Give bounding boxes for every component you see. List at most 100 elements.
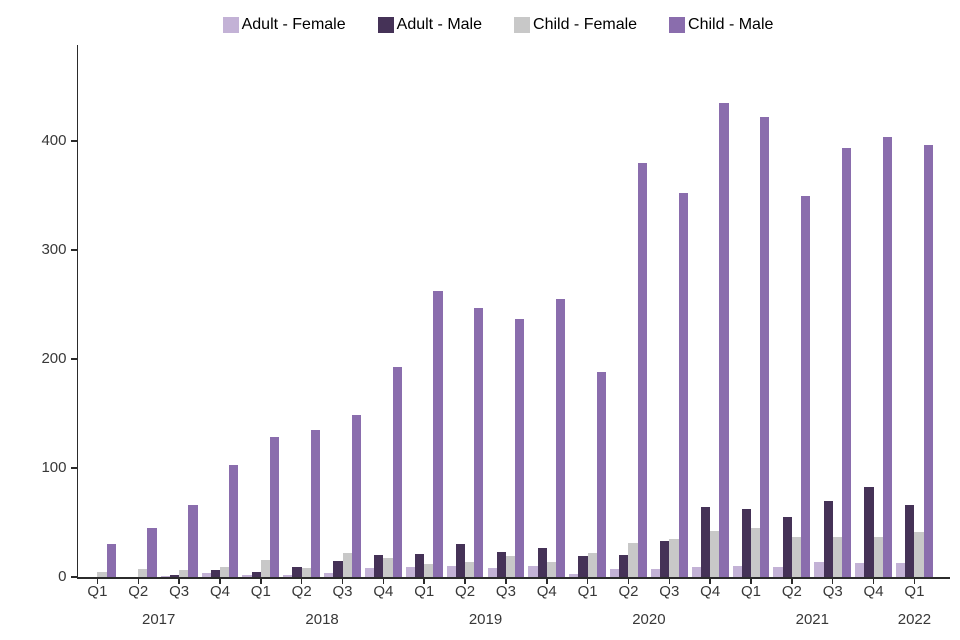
- bar-child-female-9: [465, 561, 475, 577]
- x-tick-19: [872, 578, 875, 584]
- bar-adult-male-4: [251, 571, 261, 577]
- x-tick-9: [464, 578, 466, 584]
- x-tick-label-19: Q4: [863, 583, 884, 600]
- x-tick-label-6: Q3: [332, 583, 353, 600]
- bar-adult-female-16: [732, 566, 742, 577]
- bar-child-female-14: [669, 538, 679, 577]
- bar-child-female-18: [832, 536, 842, 577]
- legend-swatch-child-male: [669, 17, 686, 33]
- x-tick-10: [505, 578, 507, 584]
- bar-adult-male-10: [496, 551, 506, 577]
- bar-adult-female-6: [324, 572, 334, 577]
- x-tick-17: [791, 578, 793, 584]
- year-label-2020: 2020: [632, 611, 666, 628]
- x-tick-label-8: Q1: [414, 583, 435, 600]
- x-tick-label-17: Q2: [781, 583, 802, 600]
- year-label-2018: 2018: [305, 611, 339, 628]
- bar-adult-female-13: [610, 569, 620, 577]
- year-label-2021: 2021: [795, 611, 829, 628]
- bar-child-male-2: [188, 505, 198, 577]
- x-tick-label-5: Q2: [291, 583, 312, 600]
- bar-adult-male-8: [415, 554, 425, 577]
- bar-adult-female-9: [446, 566, 456, 577]
- x-tick-label-2: Q3: [169, 583, 190, 600]
- x-tick-18: [831, 578, 834, 584]
- x-tick-2: [178, 578, 180, 584]
- y-tick-400: [70, 140, 77, 142]
- x-tick-6: [341, 578, 344, 584]
- bar-adult-male-6: [333, 560, 343, 577]
- bar-child-female-12: [587, 553, 597, 577]
- x-tick-label-16: Q1: [741, 583, 762, 600]
- year-label-2022: 2022: [897, 611, 932, 628]
- bar-child-male-20: [923, 145, 933, 577]
- bar-adult-female-15: [691, 567, 701, 577]
- bar-child-female-7: [383, 558, 393, 577]
- bar-adult-male-16: [741, 509, 751, 577]
- bar-adult-female-4: [242, 574, 252, 577]
- bar-child-male-7: [392, 366, 402, 577]
- y-tick-label-0: 0: [58, 568, 67, 585]
- legend-swatch-child-female: [514, 17, 531, 33]
- y-tick-label-200: 200: [41, 350, 67, 367]
- bar-adult-male-13: [619, 555, 629, 577]
- x-tick-label-13: Q2: [618, 583, 639, 600]
- bar-child-female-8: [424, 563, 434, 577]
- x-tick-15: [709, 578, 711, 584]
- legend-item-adult-female: Adult - Female: [222, 16, 346, 34]
- x-tick-label-11: Q4: [536, 583, 557, 600]
- year-label-2017: 2017: [142, 611, 176, 628]
- bar-adult-male-9: [455, 544, 466, 577]
- legend-swatch-adult-male: [377, 17, 394, 33]
- y-tick-100: [70, 467, 77, 469]
- bar-adult-male-14: [660, 541, 670, 577]
- bar-child-male-12: [596, 372, 606, 577]
- bar-child-female-4: [260, 559, 270, 577]
- legend-label-child-male: Child - Male: [688, 16, 774, 33]
- bar-adult-male-18: [823, 500, 833, 577]
- bar-adult-female-7: [364, 568, 375, 577]
- bar-adult-female-8: [405, 567, 415, 577]
- bar-child-female-0: [97, 571, 107, 577]
- bar-adult-female-5: [283, 574, 293, 577]
- bar-child-male-15: [719, 102, 729, 577]
- legend-label-adult-female: Adult - Female: [241, 16, 346, 33]
- bar-child-male-1: [147, 527, 157, 577]
- bar-child-male-11: [555, 299, 566, 577]
- bar-child-male-18: [841, 147, 852, 577]
- x-tick-label-12: Q1: [577, 583, 598, 600]
- bar-adult-male-3: [210, 570, 220, 577]
- legend-swatch-adult-female: [222, 17, 239, 33]
- bar-child-female-2: [179, 570, 189, 577]
- x-tick-label-4: Q1: [250, 583, 271, 600]
- bar-child-female-1: [138, 569, 148, 577]
- x-tick-13: [627, 578, 630, 584]
- bar-adult-female-2: [160, 575, 170, 577]
- y-tick-label-300: 300: [41, 241, 67, 258]
- bar-adult-female-19: [855, 562, 865, 577]
- bar-child-male-19: [882, 136, 892, 577]
- x-tick-label-10: Q3: [495, 583, 516, 600]
- x-axis-line: [76, 577, 950, 579]
- x-tick-0: [96, 578, 99, 584]
- bar-adult-female-10: [487, 568, 497, 577]
- bar-child-male-14: [678, 193, 688, 577]
- bar-adult-male-20: [905, 505, 915, 577]
- bar-adult-male-12: [578, 556, 588, 577]
- bar-child-male-6: [351, 414, 361, 577]
- bar-child-female-3: [219, 567, 230, 577]
- bar-adult-male-7: [374, 555, 384, 577]
- bar-adult-female-12: [569, 573, 579, 577]
- legend-item-child-female: Child - Female: [514, 16, 637, 34]
- x-tick-7: [382, 578, 385, 584]
- bar-adult-female-3: [201, 572, 211, 577]
- x-tick-label-7: Q4: [373, 583, 394, 600]
- x-tick-4: [260, 578, 262, 584]
- x-tick-label-3: Q4: [209, 583, 230, 600]
- y-tick-300: [70, 249, 77, 251]
- x-tick-12: [586, 578, 589, 584]
- bar-child-male-5: [310, 429, 321, 577]
- y-tick-label-400: 400: [41, 132, 67, 149]
- bar-adult-female-17: [773, 567, 783, 577]
